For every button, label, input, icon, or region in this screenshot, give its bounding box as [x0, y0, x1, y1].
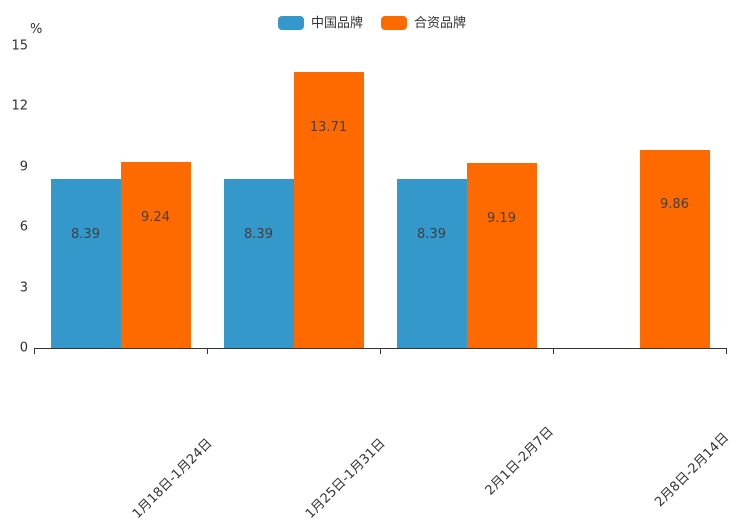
bar-value-label: 13.71 [309, 119, 348, 135]
chart-legend: 中国品牌 合资品牌 [0, 13, 744, 33]
legend-item-joint-venture-brand[interactable]: 合资品牌 [381, 16, 466, 30]
y-axis-tick-label: 9 [19, 159, 28, 175]
x-axis-tick [207, 348, 208, 354]
x-axis-tick [553, 348, 554, 354]
bar-joint-venture-brand[interactable] [120, 161, 191, 348]
x-axis-tick [726, 348, 727, 354]
legend-label-china-brand: 中国品牌 [310, 15, 363, 31]
y-axis-tick-label: 0 [19, 340, 28, 356]
legend-swatch-joint-venture-brand [381, 16, 407, 30]
y-axis-tick-label: 15 [11, 38, 28, 54]
y-axis-tick-label: 12 [11, 98, 28, 114]
x-axis-category-label-text: 1月18日-1月24日 [129, 436, 216, 522]
x-axis-labels: 1月18日-1月24日 1月25日-1月31日 2月1日-2月7日 2月8日-2月14… [0, 358, 744, 521]
x-axis-category-label-text: 2月1日-2月7日 [482, 424, 557, 499]
legend-swatch-china-brand [277, 16, 304, 30]
x-axis-category-label-text: 1月25日-1月31日 [302, 436, 389, 522]
legend-item-china-brand[interactable]: 中国品牌 [277, 15, 363, 31]
bar-value-label: 9.86 [660, 197, 689, 213]
bar-chart: 中国品牌 合资品牌 % 15 12 9 6 3 0 8.39 9.24 8.39 13.71 8.… [0, 13, 744, 522]
bar-joint-venture-brand[interactable] [293, 71, 364, 348]
y-axis-unit-label: % [30, 22, 43, 37]
x-axis-tick [380, 348, 381, 354]
bar-china-brand[interactable] [50, 179, 121, 348]
y-axis-ticks: 15 12 9 6 3 0 [0, 39, 28, 356]
legend-label-joint-venture-brand: 合资品牌 [414, 15, 467, 31]
x-axis-tick [34, 348, 35, 354]
bar-value-label: 8.39 [71, 227, 100, 243]
x-axis-category-label-text: 2月8日-2月14日 [651, 430, 732, 511]
bar-china-brand[interactable] [223, 179, 294, 348]
bar-value-label: 8.39 [244, 227, 273, 243]
bar-value-label: 8.39 [417, 227, 446, 243]
plot-area: 8.39 9.24 8.39 13.71 8.39 9.19 9.86 [34, 46, 726, 348]
bar-china-brand[interactable] [396, 179, 467, 348]
y-axis-tick-label: 3 [19, 280, 28, 296]
bar-joint-venture-brand[interactable] [466, 162, 537, 348]
y-axis-tick-label: 6 [19, 219, 28, 235]
bar-value-label: 9.19 [487, 210, 516, 226]
bar-value-label: 9.24 [141, 209, 170, 225]
bar-joint-venture-brand[interactable] [639, 149, 710, 348]
